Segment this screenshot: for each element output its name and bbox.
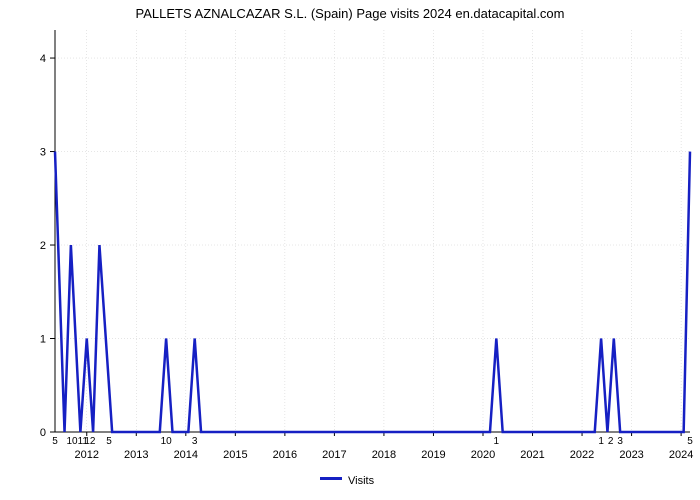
x-year-label: 2013 — [124, 449, 148, 461]
x-year-label: 2018 — [372, 449, 396, 461]
x-year-label: 2021 — [520, 449, 544, 461]
legend-label: Visits — [348, 475, 375, 487]
y-tick-label: 3 — [40, 147, 46, 159]
x-year-label: 2020 — [471, 449, 495, 461]
y-tick-label: 2 — [40, 240, 46, 252]
x-under-label: 3 — [192, 436, 198, 447]
x-under-label: 5 — [52, 436, 58, 447]
x-year-label: 2022 — [570, 449, 594, 461]
x-under-label: 3 — [617, 436, 623, 447]
y-tick-label: 4 — [40, 53, 46, 65]
x-year-label: 2017 — [322, 449, 346, 461]
x-year-label: 2016 — [273, 449, 297, 461]
x-under-label: 12 — [84, 436, 96, 447]
x-year-label: 2023 — [619, 449, 643, 461]
x-year-label: 2012 — [75, 449, 99, 461]
x-year-label: 2019 — [421, 449, 445, 461]
y-tick-label: 0 — [40, 427, 46, 439]
y-tick-label: 1 — [40, 334, 46, 346]
x-year-label: 2014 — [174, 449, 198, 461]
chart-container: 0123451011125103112352012201320142015201… — [0, 0, 700, 500]
line-chart: 0123451011125103112352012201320142015201… — [0, 0, 700, 500]
x-year-label: 2015 — [223, 449, 247, 461]
x-under-label: 10 — [161, 436, 173, 447]
x-under-label: 1 — [494, 436, 500, 447]
legend-swatch — [320, 477, 342, 480]
x-year-label: 2024 — [669, 449, 693, 461]
chart-title: PALLETS AZNALCAZAR S.L. (Spain) Page vis… — [136, 6, 565, 21]
x-under-label: 5 — [106, 436, 112, 447]
x-under-label: 1 — [598, 436, 604, 447]
x-under-label: 2 — [608, 436, 614, 447]
x-under-label: 5 — [687, 436, 693, 447]
